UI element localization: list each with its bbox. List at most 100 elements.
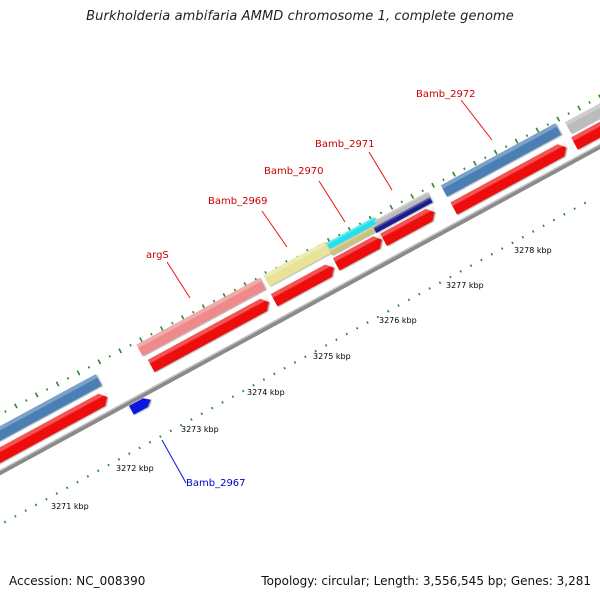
cds-arrow-bamb-2970-body xyxy=(332,236,382,271)
gene-features xyxy=(0,98,600,466)
inner-tick xyxy=(210,406,214,410)
outer-tick xyxy=(233,288,237,292)
outer-tick xyxy=(13,403,18,409)
outer-tick xyxy=(514,138,519,144)
gene-block-bamb-2971-silver xyxy=(374,192,430,226)
inner-tick xyxy=(76,480,79,484)
inner-tick xyxy=(45,497,48,501)
cds-arrow-bamb-2969-body xyxy=(270,264,334,307)
cds-arrow-bamb-2970 xyxy=(332,233,382,271)
outer-tick xyxy=(556,116,561,122)
inner-tick xyxy=(107,463,110,467)
outer-tick xyxy=(379,211,383,215)
gene-block-right-silver xyxy=(564,98,600,134)
inner-tick xyxy=(490,252,494,256)
gene-block-right-silver-shine xyxy=(564,98,600,126)
inner-tick xyxy=(55,492,59,495)
outer-tick xyxy=(588,101,591,104)
cds-arrow-left-body xyxy=(0,393,108,466)
gene-block-bamb-2967 xyxy=(128,398,151,415)
scale-label-3271: 3271 kbp xyxy=(51,502,89,511)
leader-bamb-2972 xyxy=(460,99,493,141)
gene-block-bamb-2972-shine xyxy=(440,123,557,189)
inner-tick xyxy=(376,315,380,319)
scale-label-3274: 3274 kbp xyxy=(247,388,285,397)
inner-tick xyxy=(200,412,204,416)
gene-label-bamb-2967[interactable]: Bamb_2967 xyxy=(186,478,246,489)
scale-label-3272: 3272 kbp xyxy=(116,464,154,473)
outer-tick xyxy=(442,178,445,182)
gene-block-args-shine xyxy=(136,277,262,349)
inner-tick-marks xyxy=(3,201,587,524)
outer-tick xyxy=(45,388,49,391)
inner-tick xyxy=(304,355,307,359)
scale-label-3275: 3275 kbp xyxy=(313,352,351,361)
inner-tick xyxy=(386,309,390,313)
backbone-highlight xyxy=(0,143,600,472)
gene-label-bamb-2969[interactable]: Bamb_2969 xyxy=(208,196,268,207)
gene-label-bamb-2972[interactable]: Bamb_2972 xyxy=(416,89,476,100)
leader-bamb-2970 xyxy=(318,180,346,223)
accession-text: Accession: NC_008390 xyxy=(9,574,146,588)
outer-tick xyxy=(452,171,456,177)
inner-tick xyxy=(128,452,131,455)
cds-arrow-bamb-2971-body xyxy=(380,208,435,246)
cds-arrow-left xyxy=(0,390,108,466)
scale-label-3276: 3276 kbp xyxy=(379,316,417,325)
gene-block-bamb-2971-silver-shine xyxy=(374,192,428,223)
gene-block-bamb-2970-cyan xyxy=(326,217,378,249)
gene-block-bamb-2970-cyan-body xyxy=(326,217,378,249)
inner-tick xyxy=(563,213,566,216)
inner-tick xyxy=(500,247,504,250)
inner-tick xyxy=(138,446,141,450)
gene-label-bamb-2970[interactable]: Bamb_2970 xyxy=(264,166,324,177)
outer-tick xyxy=(525,134,529,137)
outer-tick xyxy=(97,359,102,365)
gene-block-left-steelblue-body xyxy=(0,374,102,444)
inner-tick xyxy=(283,366,286,370)
cds-arrow-bamb-2969 xyxy=(270,261,334,307)
inner-tick xyxy=(355,326,359,330)
inner-tick xyxy=(24,509,27,512)
gene-label-bamb-2971[interactable]: Bamb_2971 xyxy=(315,139,375,150)
inner-tick xyxy=(552,218,556,222)
genome-summary-text: Topology: circular; Length: 3,556,545 bp… xyxy=(261,574,591,588)
leader-bamb-2969 xyxy=(261,210,288,248)
gene-block-left-steelblue-shine xyxy=(0,374,98,436)
inner-tick xyxy=(335,338,338,342)
outer-tick xyxy=(212,299,216,303)
outer-tick xyxy=(118,348,123,354)
cds-arrow-args-shine xyxy=(147,295,268,364)
leader-args xyxy=(166,261,191,299)
gene-block-bamb-2971-navy-body xyxy=(373,197,433,233)
gene-label-args[interactable]: argS xyxy=(146,250,169,261)
inner-tick xyxy=(3,520,7,524)
label-leader-lines xyxy=(161,99,493,484)
outer-tick xyxy=(598,94,600,100)
gene-block-bamb-2967-body xyxy=(128,398,151,415)
inner-tick xyxy=(407,298,411,302)
outer-tick xyxy=(421,189,424,193)
outer-tick xyxy=(108,354,111,358)
inner-tick xyxy=(169,429,172,433)
inner-tick xyxy=(221,401,224,404)
outer-tick xyxy=(129,343,132,347)
inner-tick xyxy=(542,224,545,228)
inner-tick xyxy=(148,440,152,444)
gene-block-bamb-2969 xyxy=(263,241,331,287)
outer-tick xyxy=(472,160,477,166)
outer-tick xyxy=(535,127,540,133)
gene-block-bamb-2972-body xyxy=(440,123,562,197)
outer-tick xyxy=(493,149,498,155)
outer-tick xyxy=(34,392,39,398)
outer-tick xyxy=(337,233,341,237)
cds-arrow-args-body xyxy=(147,298,269,373)
outer-tick xyxy=(139,337,143,343)
outer-tick xyxy=(577,105,582,111)
inner-tick xyxy=(231,395,235,399)
inner-tick xyxy=(531,230,535,233)
inner-tick xyxy=(14,514,17,518)
inner-tick xyxy=(159,435,162,438)
outer-tick xyxy=(171,321,174,325)
scale-label-3278: 3278 kbp xyxy=(514,246,552,255)
